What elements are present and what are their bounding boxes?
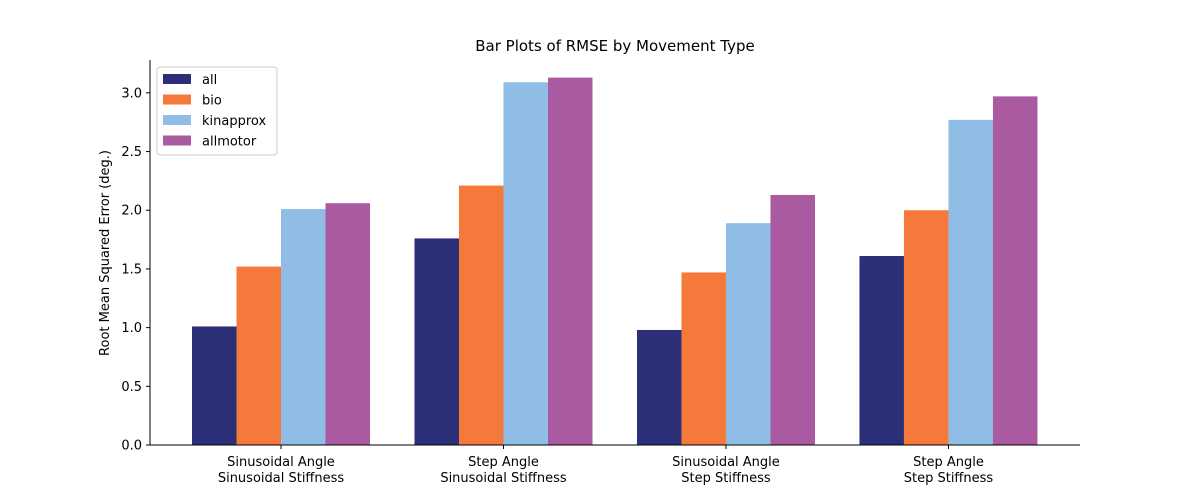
bar-all-1 <box>192 326 237 445</box>
legend-label-kinapprox: kinapprox <box>202 114 266 129</box>
legend-label-allmotor: allmotor <box>202 135 257 150</box>
y-axis-label: Root Mean Squared Error (deg.) <box>98 150 113 356</box>
legend-frame <box>156 66 278 156</box>
bar-bio-2 <box>458 185 504 445</box>
y-tick-label: 1.0 <box>121 321 142 336</box>
bar-all-3 <box>636 329 682 445</box>
bar-all-2 <box>414 238 459 445</box>
bar-bio-4 <box>903 210 949 445</box>
y-tick-label: 3.0 <box>121 86 142 101</box>
axes-group <box>149 60 1080 446</box>
legend-swatch-bio <box>163 94 191 105</box>
x-tick-label: Step Angle <box>468 455 539 470</box>
bar-allmotor-3 <box>770 194 815 445</box>
bar-bio-3 <box>681 272 726 445</box>
legend-swatch-kinapprox <box>163 115 191 125</box>
y-tick-label: 2.5 <box>121 145 142 160</box>
bars-group <box>192 77 1038 446</box>
legend-swatch-all <box>163 74 191 84</box>
bar-allmotor-2 <box>547 77 593 446</box>
y-ticks-group: 0.0 0.5 1.0 1.5 2.0 2.5 3.0 <box>121 86 150 454</box>
bar-bio-1 <box>236 266 281 445</box>
y-tick-label: 0.0 <box>121 439 142 454</box>
x-tick-label: Sinusoidal Angle <box>227 455 335 470</box>
bar-kinapprox-2 <box>503 82 548 446</box>
legend-label-bio: bio <box>202 94 222 109</box>
bar-all-4 <box>859 256 904 445</box>
bar-allmotor-4 <box>992 96 1038 445</box>
bar-allmotor-1 <box>325 203 370 445</box>
bar-kinapprox-1 <box>281 209 326 445</box>
x-tick-label: Sinusoidal Stiffness <box>218 471 345 486</box>
legend: all bio kinapprox allmotor <box>156 66 278 156</box>
x-tick-label: Step Angle <box>913 455 984 470</box>
y-tick-label: 2.0 <box>121 204 142 219</box>
x-tick-label: Sinusoidal Stiffness <box>440 471 567 486</box>
x-tick-label: Step Stiffness <box>681 471 771 486</box>
legend-label-all: all <box>202 73 217 88</box>
legend-swatch-allmotor <box>163 135 191 146</box>
x-tick-label: Step Stiffness <box>904 471 994 486</box>
x-tick-label: Sinusoidal Angle <box>672 455 780 470</box>
y-tick-label: 0.5 <box>121 380 142 395</box>
bar-kinapprox-4 <box>948 119 993 446</box>
chart-title: Bar Plots of RMSE by Movement Type <box>475 37 754 55</box>
y-tick-label: 1.5 <box>121 262 142 277</box>
bar-kinapprox-3 <box>725 223 771 445</box>
